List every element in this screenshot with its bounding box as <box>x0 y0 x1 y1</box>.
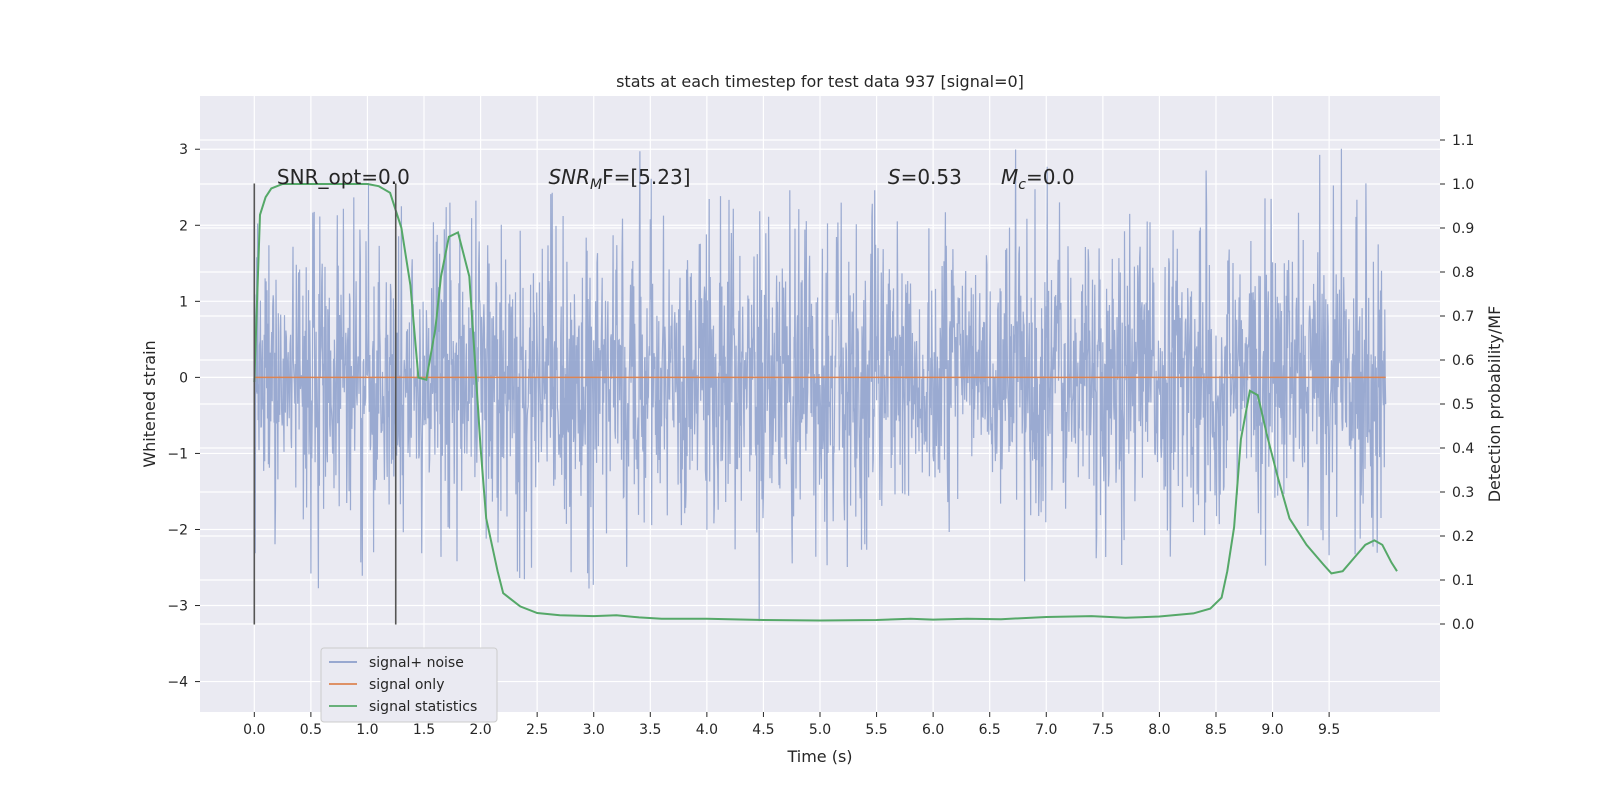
y2-tick-label: 0.5 <box>1452 397 1474 413</box>
y2-tick-label: 0.9 <box>1452 221 1474 237</box>
y2-tick-label: 1.0 <box>1452 177 1474 193</box>
y-tick-label: −1 <box>167 446 188 462</box>
x-tick-label: 2.5 <box>526 722 548 738</box>
x-tick-label: 5.0 <box>809 722 831 738</box>
x-tick-label: 8.5 <box>1205 722 1227 738</box>
legend: signal+ noise signal only signal statist… <box>320 647 498 723</box>
y2-tick-label: 1.1 <box>1452 133 1474 149</box>
vline-layer <box>253 183 397 625</box>
y-tick-label: 0 <box>179 370 188 386</box>
legend-label-signal-noise: signal+ noise <box>369 655 464 671</box>
annotation-layer: SNR_opt=0.0 SNRMF=[5.23] S=0.53 Mc=0.0 <box>277 165 1075 193</box>
x-tick-label: 8.0 <box>1148 722 1170 738</box>
series-signal-statistics <box>253 183 1398 622</box>
y2-tick-label: 0.7 <box>1452 309 1474 325</box>
x-axis-label: Time (s) <box>786 747 852 766</box>
y2-tick-label: 0.2 <box>1452 529 1474 545</box>
y-tick-label: −3 <box>167 599 188 615</box>
y-axis-label: Whitened strain <box>140 340 159 467</box>
x-tick-label: 4.5 <box>752 722 774 738</box>
legend-label-signal-statistics: signal statistics <box>369 699 477 715</box>
annotation-text: S=0.53 <box>888 165 962 189</box>
y2-tick-label: 0.1 <box>1452 573 1474 589</box>
legend-box <box>320 647 498 723</box>
chart-title: stats at each timestep for test data 937… <box>616 72 1024 91</box>
x-tick-label: 2.0 <box>469 722 491 738</box>
y2-tick-label: 0.4 <box>1452 441 1474 457</box>
y2-tick-label: 0.8 <box>1452 265 1474 281</box>
x-tick-label: 4.0 <box>696 722 718 738</box>
x-tick-label: 3.0 <box>583 722 605 738</box>
annotation-text: Mc=0.0 <box>1001 165 1075 193</box>
x-tick-label: 0.0 <box>243 722 265 738</box>
x-tick-label: 3.5 <box>639 722 661 738</box>
annotation-text: SNRMF=[5.23] <box>548 165 690 193</box>
y-tick-label: 1 <box>179 294 188 310</box>
y-tick-label: 3 <box>179 142 188 158</box>
x-tick-label: 9.5 <box>1318 722 1340 738</box>
y2-tick-label: 0.6 <box>1452 353 1474 369</box>
noise-layer <box>253 148 1387 622</box>
tick-layer: 0.0 0.5 1.0 1.5 2.0 2.5 3.0 3.5 4.0 4.5 5.0 5.5 6.0 6… <box>167 133 1474 738</box>
y-tick-label: 2 <box>179 218 188 234</box>
y2-tick-label: 0.3 <box>1452 485 1474 501</box>
y-tick-label: −2 <box>167 522 188 538</box>
y2-axis-label: Detection probability/MF <box>1485 306 1504 503</box>
x-tick-label: 9.0 <box>1261 722 1283 738</box>
x-tick-label: 1.0 <box>356 722 378 738</box>
annotation-text: SNR_opt=0.0 <box>277 165 410 189</box>
y2-tick-label: 0.0 <box>1452 617 1474 633</box>
series-layer <box>253 183 1398 622</box>
y-tick-label: −4 <box>167 675 188 691</box>
legend-label-signal-only: signal only <box>369 677 444 693</box>
x-tick-label: 7.5 <box>1092 722 1114 738</box>
series-signal-noise <box>253 148 1387 622</box>
x-tick-label: 6.5 <box>979 722 1001 738</box>
x-tick-label: 0.5 <box>300 722 322 738</box>
x-tick-label: 6.0 <box>922 722 944 738</box>
x-tick-label: 1.5 <box>413 722 435 738</box>
x-tick-label: 7.0 <box>1035 722 1057 738</box>
x-tick-label: 5.5 <box>865 722 887 738</box>
